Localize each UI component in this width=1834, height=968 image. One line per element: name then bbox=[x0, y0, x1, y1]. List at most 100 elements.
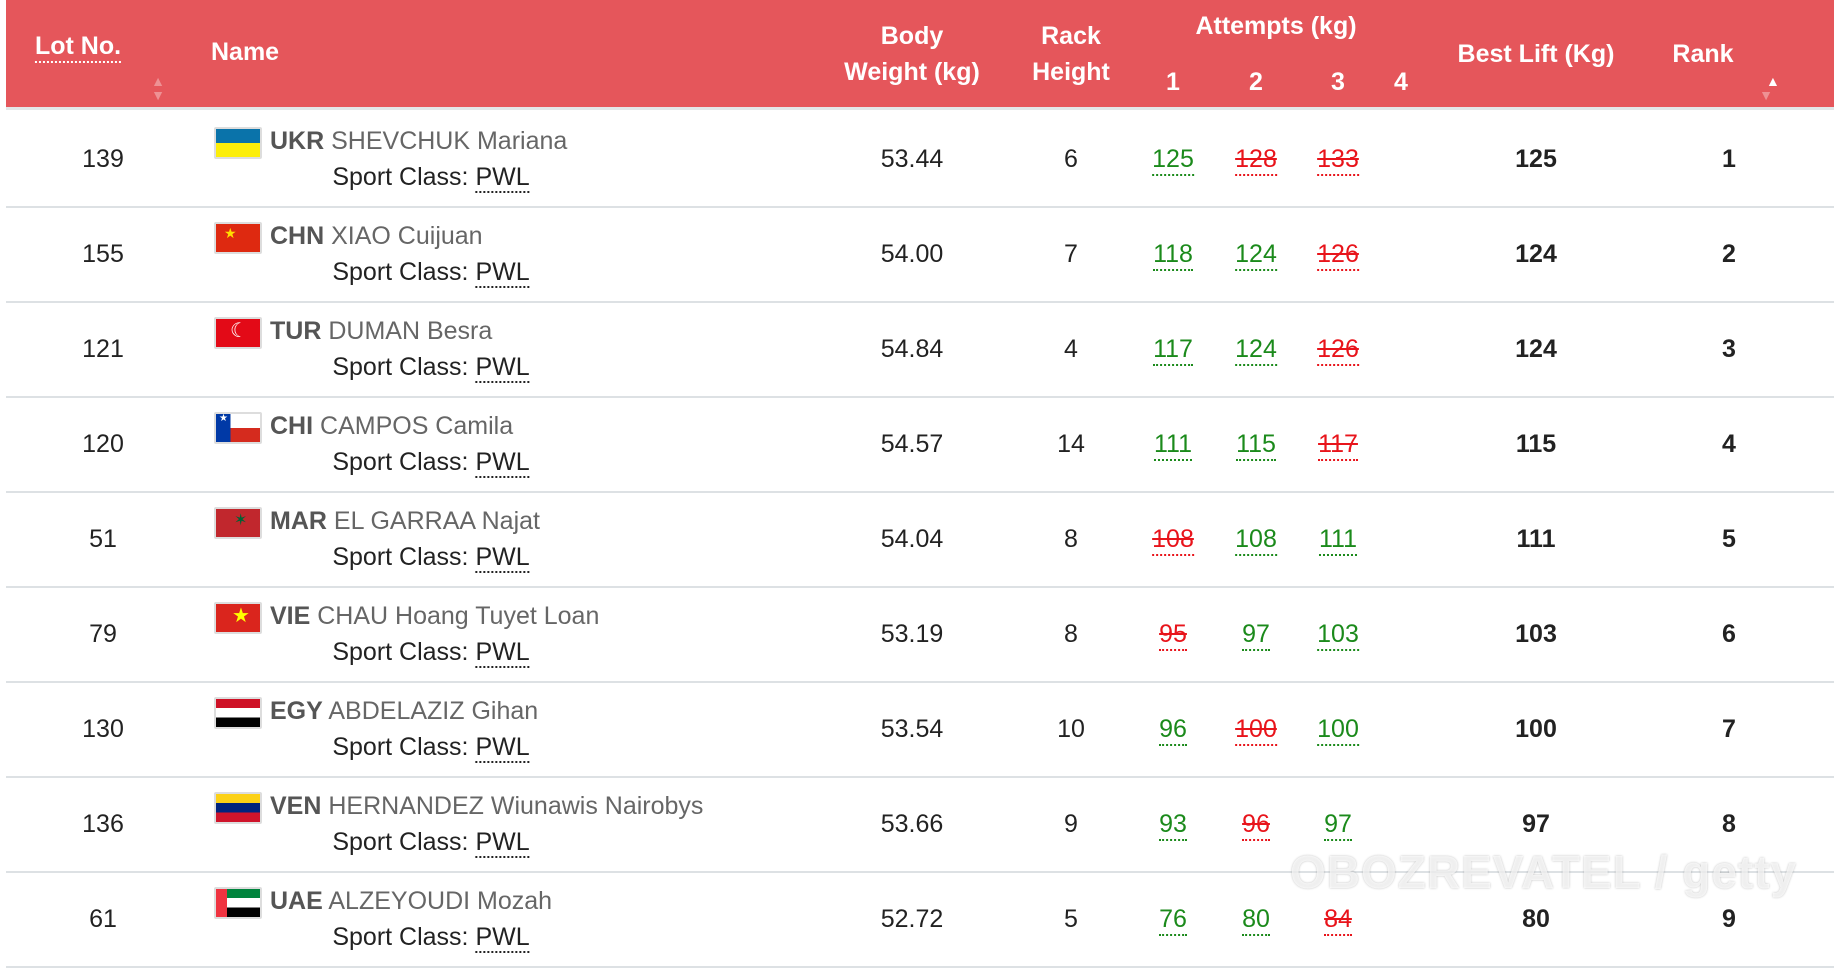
flag-chi-icon: ★ bbox=[214, 412, 262, 444]
body-weight: 54.57 bbox=[880, 430, 944, 458]
sport-class-label: Sport Class: bbox=[332, 448, 469, 476]
athlete-name-text: SHEVCHUK Mariana bbox=[331, 127, 568, 155]
attempt-1[interactable]: 108 bbox=[1152, 525, 1194, 556]
sort-icon[interactable]: ▲ ▼ bbox=[151, 73, 165, 103]
attempt-3[interactable]: 133 bbox=[1317, 145, 1359, 176]
attempt-3[interactable]: 84 bbox=[1324, 905, 1352, 936]
rank: 5 bbox=[1722, 525, 1736, 553]
attempt-3[interactable]: 111 bbox=[1318, 525, 1358, 556]
rank-header[interactable]: Rank bbox=[1672, 40, 1734, 68]
attempt-1[interactable]: 76 bbox=[1159, 905, 1187, 936]
body-weight: 54.84 bbox=[880, 335, 944, 363]
attempt-3[interactable]: 117 bbox=[1318, 430, 1358, 461]
sport-class-value[interactable]: PWL bbox=[475, 258, 530, 288]
best-lift: 115 bbox=[1515, 430, 1557, 458]
table-row: 121 ☾ TUR DUMAN Besra Sport Class: PWL 5… bbox=[6, 303, 1834, 398]
table-row: 155 ★ CHN XIAO Cuijuan Sport Class: PWL … bbox=[6, 208, 1834, 303]
attempt-2[interactable]: 100 bbox=[1235, 715, 1277, 746]
attempt-1[interactable]: 117 bbox=[1153, 335, 1193, 366]
sport-class-value[interactable]: PWL bbox=[475, 543, 530, 573]
rack-height: 6 bbox=[1064, 145, 1078, 173]
sort-asc-icon[interactable]: ▲ ▼ bbox=[1759, 73, 1780, 103]
attempt-3[interactable]: 103 bbox=[1317, 620, 1359, 651]
attempt-2[interactable]: 80 bbox=[1242, 905, 1270, 936]
best-lift: 124 bbox=[1515, 240, 1557, 268]
attempt-2[interactable]: 124 bbox=[1235, 240, 1277, 271]
flag-mar-icon: ✶ bbox=[214, 507, 262, 539]
lot-number: 120 bbox=[82, 430, 124, 458]
sport-class-value[interactable]: PWL bbox=[475, 163, 530, 193]
sport-class-label: Sport Class: bbox=[332, 543, 469, 571]
sport-class-label: Sport Class: bbox=[332, 923, 469, 951]
country-code: MAR bbox=[270, 507, 327, 535]
attempt-1[interactable]: 96 bbox=[1159, 715, 1187, 746]
attempt-2[interactable]: 96 bbox=[1242, 810, 1270, 841]
country-code: VEN bbox=[270, 792, 322, 820]
attempt-3[interactable]: 126 bbox=[1317, 335, 1359, 366]
athlete-name-text: XIAO Cuijuan bbox=[331, 222, 483, 250]
athlete-name[interactable]: CHI CAMPOS Camila bbox=[270, 412, 513, 441]
country-code: UKR bbox=[270, 127, 325, 155]
sport-class-value[interactable]: PWL bbox=[475, 828, 530, 858]
sport-class-value[interactable]: PWL bbox=[475, 353, 530, 383]
rack-height: 14 bbox=[1057, 430, 1085, 458]
attempt-1[interactable]: 118 bbox=[1153, 240, 1193, 271]
attempt-1[interactable]: 111 bbox=[1153, 430, 1193, 461]
country-code: CHI bbox=[270, 412, 314, 440]
table-row: 136 VEN HERNANDEZ Wiunawis Nairobys Spor… bbox=[6, 778, 1834, 873]
attempt-2-header: 2 bbox=[1249, 68, 1263, 96]
best-lift: 100 bbox=[1515, 715, 1557, 743]
attempt-2[interactable]: 124 bbox=[1235, 335, 1277, 366]
flag-ukr-icon bbox=[214, 127, 262, 159]
lot-header-sort[interactable]: Lot No. bbox=[34, 32, 122, 63]
rank: 2 bbox=[1722, 240, 1736, 268]
athlete-name-text: DUMAN Besra bbox=[328, 317, 493, 345]
lot-number: 139 bbox=[82, 145, 124, 173]
athlete-name[interactable]: UAE ALZEYOUDI Mozah bbox=[270, 887, 552, 916]
table-row: 139 UKR SHEVCHUK Mariana Sport Class: PW… bbox=[6, 113, 1834, 208]
sport-class: Sport Class: PWL bbox=[332, 733, 530, 763]
sport-class-value[interactable]: PWL bbox=[475, 923, 530, 953]
sport-class-label: Sport Class: bbox=[332, 733, 469, 761]
rack-header-2: Height bbox=[1032, 58, 1110, 86]
sport-class-value[interactable]: PWL bbox=[475, 733, 530, 763]
sport-class-label: Sport Class: bbox=[332, 258, 469, 286]
sport-class-value[interactable]: PWL bbox=[475, 638, 530, 668]
athlete-name[interactable]: VIE CHAU Hoang Tuyet Loan bbox=[270, 602, 599, 631]
rank: 3 bbox=[1722, 335, 1736, 363]
flag-uae-icon bbox=[214, 887, 262, 919]
attempt-2[interactable]: 115 bbox=[1236, 430, 1276, 461]
attempt-2[interactable]: 128 bbox=[1235, 145, 1277, 176]
athlete-name[interactable]: TUR DUMAN Besra bbox=[270, 317, 492, 346]
flag-egy-icon bbox=[214, 697, 262, 729]
athlete-name[interactable]: UKR SHEVCHUK Mariana bbox=[270, 127, 567, 156]
sport-class-label: Sport Class: bbox=[332, 353, 469, 381]
lot-number: 121 bbox=[82, 335, 124, 363]
best-lift: 111 bbox=[1516, 525, 1556, 553]
athlete-name[interactable]: CHN XIAO Cuijuan bbox=[270, 222, 483, 251]
attempt-3[interactable]: 97 bbox=[1324, 810, 1352, 841]
flag-ven-icon bbox=[214, 792, 262, 824]
rank: 8 bbox=[1722, 810, 1736, 838]
rack-height: 7 bbox=[1064, 240, 1078, 268]
attempt-3[interactable]: 126 bbox=[1317, 240, 1359, 271]
sport-class-label: Sport Class: bbox=[332, 828, 469, 856]
attempt-3[interactable]: 100 bbox=[1317, 715, 1359, 746]
rack-height: 8 bbox=[1064, 620, 1078, 648]
attempt-1[interactable]: 125 bbox=[1152, 145, 1194, 176]
sport-class-value[interactable]: PWL bbox=[475, 448, 530, 478]
attempt-2[interactable]: 97 bbox=[1242, 620, 1270, 651]
country-code: EGY bbox=[270, 697, 323, 725]
body-weight: 53.44 bbox=[880, 145, 944, 173]
sport-class: Sport Class: PWL bbox=[332, 543, 530, 573]
watermark-logo: OBOZREVATEL / getty bbox=[1290, 846, 1798, 898]
attempt-2[interactable]: 108 bbox=[1235, 525, 1277, 556]
athlete-name[interactable]: VEN HERNANDEZ Wiunawis Nairobys bbox=[270, 792, 703, 821]
lot-number: 51 bbox=[89, 525, 117, 553]
table-row: 79 ★ VIE CHAU Hoang Tuyet Loan Sport Cla… bbox=[6, 588, 1834, 683]
attempt-1[interactable]: 95 bbox=[1159, 620, 1187, 651]
attempt-1[interactable]: 93 bbox=[1159, 810, 1187, 841]
best-lift: 103 bbox=[1515, 620, 1557, 648]
athlete-name[interactable]: EGY ABDELAZIZ Gihan bbox=[270, 697, 538, 726]
athlete-name[interactable]: MAR EL GARRAA Najat bbox=[270, 507, 540, 536]
